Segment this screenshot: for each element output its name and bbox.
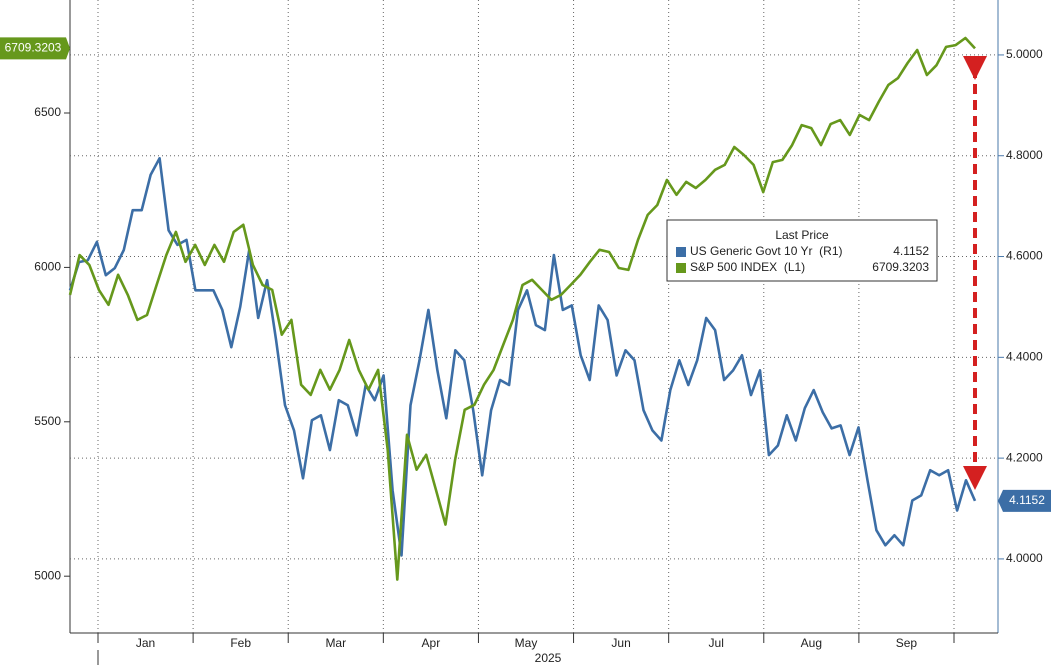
legend-swatch — [676, 263, 686, 273]
legend-title: Last Price — [775, 228, 829, 242]
x-tick-label: Jul — [709, 636, 724, 650]
y-tick-label: 5500 — [34, 414, 61, 428]
series-line — [68, 157, 977, 557]
y2-tick-label: 4.6000 — [1006, 249, 1043, 263]
grid — [64, 0, 1004, 665]
y2-tick-label: 4.2000 — [1006, 450, 1043, 464]
legend: Last Price US Generic Govt 10 Yr (R1) 4.1… — [666, 219, 938, 282]
series-line — [68, 36, 976, 581]
last-price-label: 4.1152 — [1009, 493, 1045, 507]
legend-swatch — [676, 247, 686, 257]
x-tick-label: Jan — [136, 636, 155, 650]
x-tick-label: Jun — [611, 636, 630, 650]
year-label: 2025 — [535, 651, 562, 665]
x-tick-label: Sep — [896, 636, 918, 650]
y-tick-label: 6000 — [34, 260, 61, 274]
last-price-label: 6709.3203 — [5, 41, 62, 55]
legend-label: US Generic Govt 10 Yr (R1) — [690, 244, 843, 258]
last-price-tag — [0, 37, 70, 60]
x-tick-label: Aug — [801, 636, 822, 650]
y2-tick-label: 4.4000 — [1006, 349, 1043, 363]
y2-tick-label: 4.8000 — [1006, 148, 1043, 162]
legend-value: 6709.3203 — [872, 260, 929, 274]
legend-value: 4.1152 — [893, 244, 929, 258]
legend-box — [666, 219, 938, 282]
x-tick-label: Mar — [325, 636, 346, 650]
x-tick-label: May — [515, 636, 538, 650]
legend-label: S&P 500 INDEX (L1) — [690, 260, 805, 274]
y-tick-label: 5000 — [34, 568, 61, 582]
lines — [68, 36, 977, 581]
y2-tick-label: 4.0000 — [1006, 551, 1043, 565]
y2-tick-label: 5.0000 — [1006, 47, 1043, 61]
x-tick-label: Feb — [230, 636, 251, 650]
y-tick-label: 6500 — [34, 105, 61, 119]
last-price-tag — [998, 489, 1051, 512]
x-tick-label: Apr — [422, 636, 441, 650]
